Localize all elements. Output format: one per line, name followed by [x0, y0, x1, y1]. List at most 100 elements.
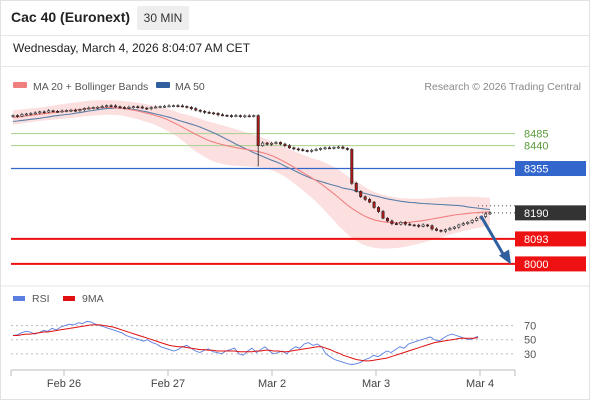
- candle: [194, 106, 198, 112]
- candle: [345, 147, 349, 151]
- bollinger-band-area: [13, 100, 490, 249]
- candle: [56, 109, 60, 114]
- x-tick-label: Mar 3: [362, 378, 390, 390]
- candle-body: [78, 109, 82, 112]
- candle-body: [198, 109, 202, 112]
- candle-body: [185, 106, 189, 108]
- candle-body: [296, 148, 300, 151]
- candle: [484, 212, 488, 219]
- candle-body: [470, 220, 474, 223]
- candle: [381, 209, 385, 220]
- candle-body: [154, 106, 158, 109]
- candle: [167, 104, 171, 108]
- candle-body: [439, 230, 443, 232]
- candle-body: [345, 148, 349, 150]
- candle: [114, 104, 118, 108]
- candle-body: [234, 115, 238, 117]
- candle-body: [301, 149, 305, 152]
- candle: [38, 110, 42, 115]
- candle: [372, 201, 376, 209]
- candle-body: [287, 145, 291, 149]
- candle-body: [96, 106, 100, 109]
- candle: [82, 107, 86, 112]
- candle-body: [56, 110, 60, 113]
- candle: [69, 108, 73, 113]
- candle-body: [131, 106, 135, 109]
- rsi-ma-line: [13, 324, 479, 362]
- candle-body: [336, 146, 340, 149]
- candle-body: [145, 107, 149, 110]
- rsi-ma-legend-swatch: [63, 296, 75, 301]
- rsi-panel: 70 50 30: [11, 321, 536, 365]
- level-label-8440: 8440: [524, 141, 548, 153]
- candle: [136, 105, 140, 109]
- candle-body: [412, 224, 416, 227]
- level-label-8000: 8000: [524, 259, 548, 271]
- candle: [363, 195, 367, 202]
- candle-body: [167, 105, 171, 108]
- candle: [408, 222, 412, 227]
- candle: [207, 110, 211, 114]
- candle-body: [314, 149, 318, 151]
- level-badge-8000: [515, 256, 586, 272]
- candle-body: [381, 211, 385, 219]
- candle-body: [180, 105, 184, 108]
- candle-body: [118, 106, 122, 109]
- candle: [216, 112, 220, 117]
- candle: [122, 106, 126, 110]
- candle-body: [252, 115, 256, 117]
- candle-body: [274, 142, 278, 144]
- candle: [439, 229, 443, 233]
- candle: [461, 221, 465, 227]
- candle-body: [69, 109, 73, 112]
- candle-body: [417, 224, 421, 227]
- candle: [221, 113, 225, 117]
- candle-body: [60, 110, 64, 113]
- candle-body: [332, 146, 336, 149]
- candle-body: [189, 106, 193, 109]
- candle: [73, 108, 77, 112]
- candle: [91, 106, 95, 110]
- candle: [287, 144, 291, 149]
- candle-body: [426, 224, 430, 227]
- interval-button[interactable]: 30 MIN: [137, 6, 189, 30]
- candle: [149, 106, 153, 111]
- candle-body: [283, 143, 287, 146]
- ma20-legend-swatch: [13, 82, 27, 88]
- candle: [243, 114, 247, 119]
- candle-body: [114, 105, 118, 108]
- candle: [225, 114, 229, 117]
- candle-body: [461, 223, 465, 226]
- candle-body: [51, 110, 55, 113]
- candle: [278, 141, 282, 146]
- candle: [47, 109, 51, 114]
- candle-body: [140, 106, 144, 109]
- candle: [368, 197, 372, 204]
- subheader-divider: [0, 66, 590, 67]
- candlesticks: [11, 104, 492, 233]
- ma50-legend-swatch: [156, 82, 170, 88]
- candle-body: [11, 115, 15, 117]
- candle-body: [247, 115, 251, 118]
- candle: [350, 148, 354, 185]
- ma50-line: [12, 107, 491, 211]
- candle-body: [265, 142, 269, 145]
- copyright-text: Research © 2026 Trading Central: [424, 81, 581, 93]
- candle: [100, 104, 104, 109]
- candle: [457, 223, 461, 229]
- candle-body: [328, 147, 332, 150]
- candle-body: [171, 105, 175, 107]
- level-badge-8190: [515, 205, 586, 221]
- candle: [403, 220, 407, 226]
- candle-body: [452, 226, 456, 229]
- candle-body: [225, 115, 229, 117]
- candle-body: [354, 182, 358, 192]
- candle: [470, 219, 474, 224]
- candle-body: [443, 229, 447, 232]
- candle-body: [136, 106, 140, 109]
- x-tick-label: Feb 26: [47, 378, 81, 390]
- candle: [42, 110, 46, 114]
- candle-body: [488, 212, 492, 215]
- candle: [203, 109, 207, 114]
